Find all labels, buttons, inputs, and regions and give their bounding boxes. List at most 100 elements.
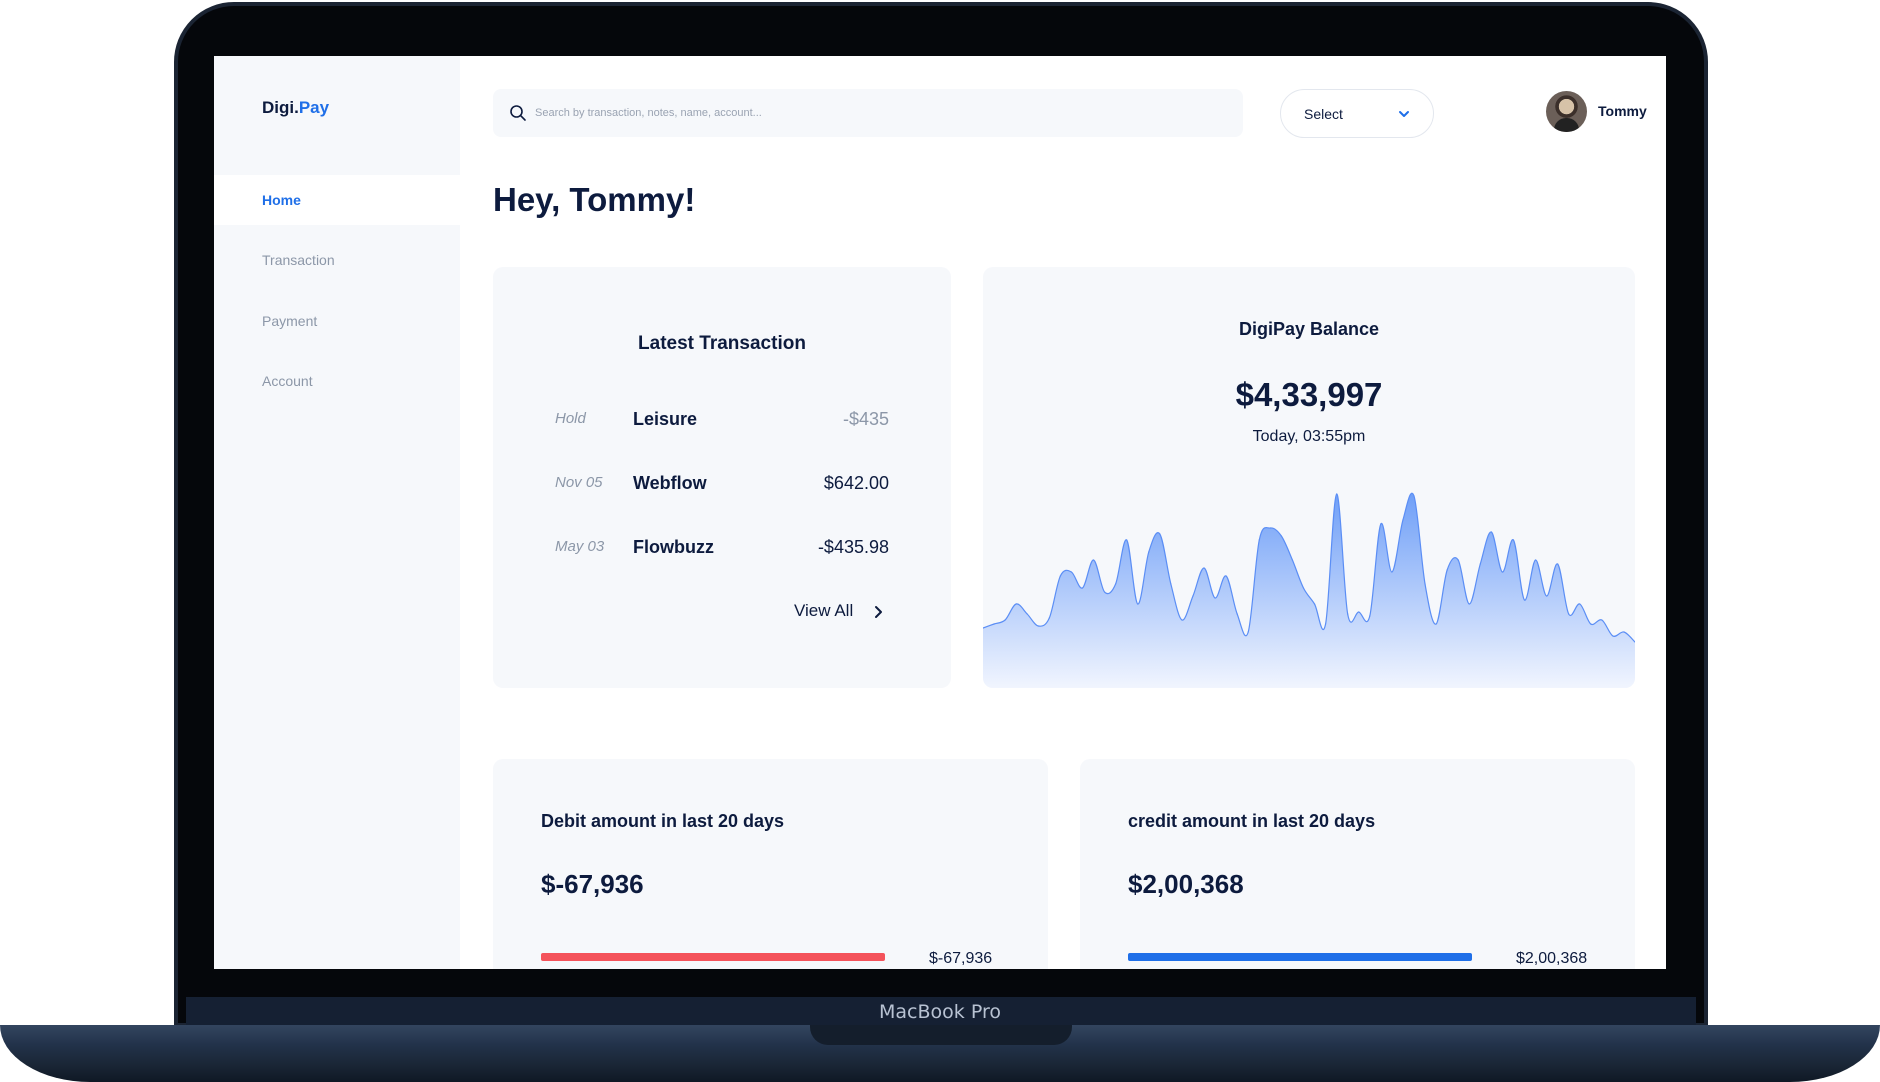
chart-point (1457, 559, 1459, 561)
chart-point (1347, 613, 1349, 615)
chart-point (1623, 631, 1625, 633)
sidebar-item-home[interactable]: Home (214, 175, 460, 225)
chart-point (1159, 533, 1161, 535)
latest-transaction-title: Latest Transaction (638, 333, 806, 354)
credit-title: credit amount in last 20 days (1128, 811, 1376, 831)
chart-point (1568, 613, 1570, 615)
search-icon[interactable] (509, 104, 527, 122)
brand-logo[interactable]: Digi.Pay (262, 98, 329, 118)
transaction-amount: $642.00 (823, 473, 889, 493)
chart-point (1048, 617, 1050, 619)
chart-point (1203, 567, 1205, 569)
chart-point (1291, 559, 1294, 561)
debit-bar-label: $-67,936 (929, 950, 993, 967)
page-title: Hey, Tommy! (493, 181, 696, 218)
chart-point (1435, 623, 1437, 625)
sidebar-item-transaction[interactable]: Transaction (262, 252, 335, 268)
chart-point (1247, 631, 1249, 633)
chart-point (1512, 539, 1515, 541)
balance-title: DigiPay Balance (1238, 319, 1380, 339)
transaction-date: May 03 (555, 538, 605, 555)
chart-point (1103, 591, 1106, 593)
chart-point (1523, 599, 1526, 601)
credit-progress-bar (1128, 953, 1472, 961)
transaction-name[interactable]: Webflow (633, 473, 707, 493)
balance-card: DigiPay Balance $4,33,997 Today, 03:55pm (983, 267, 1635, 688)
chart-point (1302, 587, 1305, 589)
debit-title: Debit amount in last 20 days (541, 811, 785, 831)
chart-point (1501, 571, 1503, 573)
chart-point (1115, 583, 1117, 585)
chart-point (1402, 519, 1404, 521)
select-label: Select (1304, 106, 1343, 122)
chevron-down-icon (1399, 111, 1409, 117)
debit-amount: $-67,936 (541, 869, 644, 899)
chart-point (1269, 527, 1271, 529)
chart-point (1391, 571, 1393, 573)
chart-point (1479, 563, 1481, 565)
chart-point (1324, 623, 1327, 625)
laptop-chin (186, 997, 1696, 1027)
balance-area-chart (983, 492, 1635, 688)
chart-point (1490, 531, 1492, 533)
chart-point (1181, 619, 1183, 621)
search-input[interactable] (535, 89, 1225, 137)
transaction-date: Hold (555, 410, 586, 427)
debit-card: Debit amount in last 20 days $-67,936 $-… (493, 759, 1048, 969)
select-dropdown[interactable]: Select (1280, 89, 1434, 138)
credit-amount: $2,00,368 (1128, 869, 1244, 899)
chart-point (1225, 575, 1227, 577)
sidebar: Digi.Pay Home Transaction Payment Accoun… (214, 56, 460, 969)
user-name[interactable]: Tommy (1598, 103, 1647, 119)
chart-point (1214, 597, 1216, 599)
chart-point (1634, 641, 1635, 643)
debit-progress-bar (541, 953, 885, 961)
chart-point (1148, 551, 1150, 553)
chart-point (1170, 583, 1172, 585)
view-all-link[interactable]: View All (794, 601, 854, 620)
transaction-name[interactable]: Flowbuzz (633, 537, 714, 557)
chart-point (1612, 635, 1614, 637)
chart-point (1126, 539, 1128, 541)
chart-point (1280, 535, 1282, 537)
balance-amount: $4,33,997 (1235, 376, 1383, 413)
chart-point (1081, 587, 1084, 589)
app-screen: Digi.Pay Home Transaction Payment Accoun… (214, 56, 1666, 969)
credit-bar-label: $2,00,368 (1516, 950, 1588, 967)
transaction-amount: -$435.98 (817, 537, 889, 557)
credit-card: credit amount in last 20 days $2,00,368 … (1080, 759, 1635, 969)
chart-point (1557, 563, 1559, 565)
chart-point (1313, 603, 1316, 605)
chart-point (1358, 611, 1360, 613)
chart-point (1534, 559, 1537, 561)
transaction-date: Nov 05 (555, 474, 603, 491)
chart-point (1092, 559, 1095, 561)
avatar[interactable] (1546, 91, 1587, 132)
chart-point (1545, 595, 1548, 597)
transaction-name[interactable]: Leisure (633, 409, 698, 429)
chart-point (1468, 603, 1470, 605)
chart-point (1059, 575, 1061, 577)
chart-point (1601, 619, 1603, 621)
chart-point (983, 627, 984, 629)
chart-point (1590, 623, 1592, 625)
chart-point (1336, 493, 1338, 495)
laptop-notch (810, 1025, 1072, 1045)
chart-point (993, 623, 995, 625)
chart-point (1369, 615, 1371, 617)
device-label: MacBook Pro (879, 1001, 1001, 1023)
balance-timestamp: Today, 03:55pm (1252, 428, 1366, 445)
chart-point (1137, 603, 1139, 605)
chevron-right-icon[interactable] (873, 605, 883, 619)
chart-point (1015, 603, 1017, 605)
chart-point (1236, 613, 1238, 615)
search-bar (493, 89, 1243, 137)
chart-point (1579, 603, 1581, 605)
sidebar-item-payment[interactable]: Payment (262, 313, 318, 329)
chart-point (1413, 495, 1415, 497)
chart-point (1004, 619, 1006, 621)
sidebar-item-account[interactable]: Account (262, 373, 313, 389)
chart-area-fill (983, 493, 1635, 688)
chart-point (1037, 625, 1039, 627)
chart-point (1026, 613, 1028, 615)
